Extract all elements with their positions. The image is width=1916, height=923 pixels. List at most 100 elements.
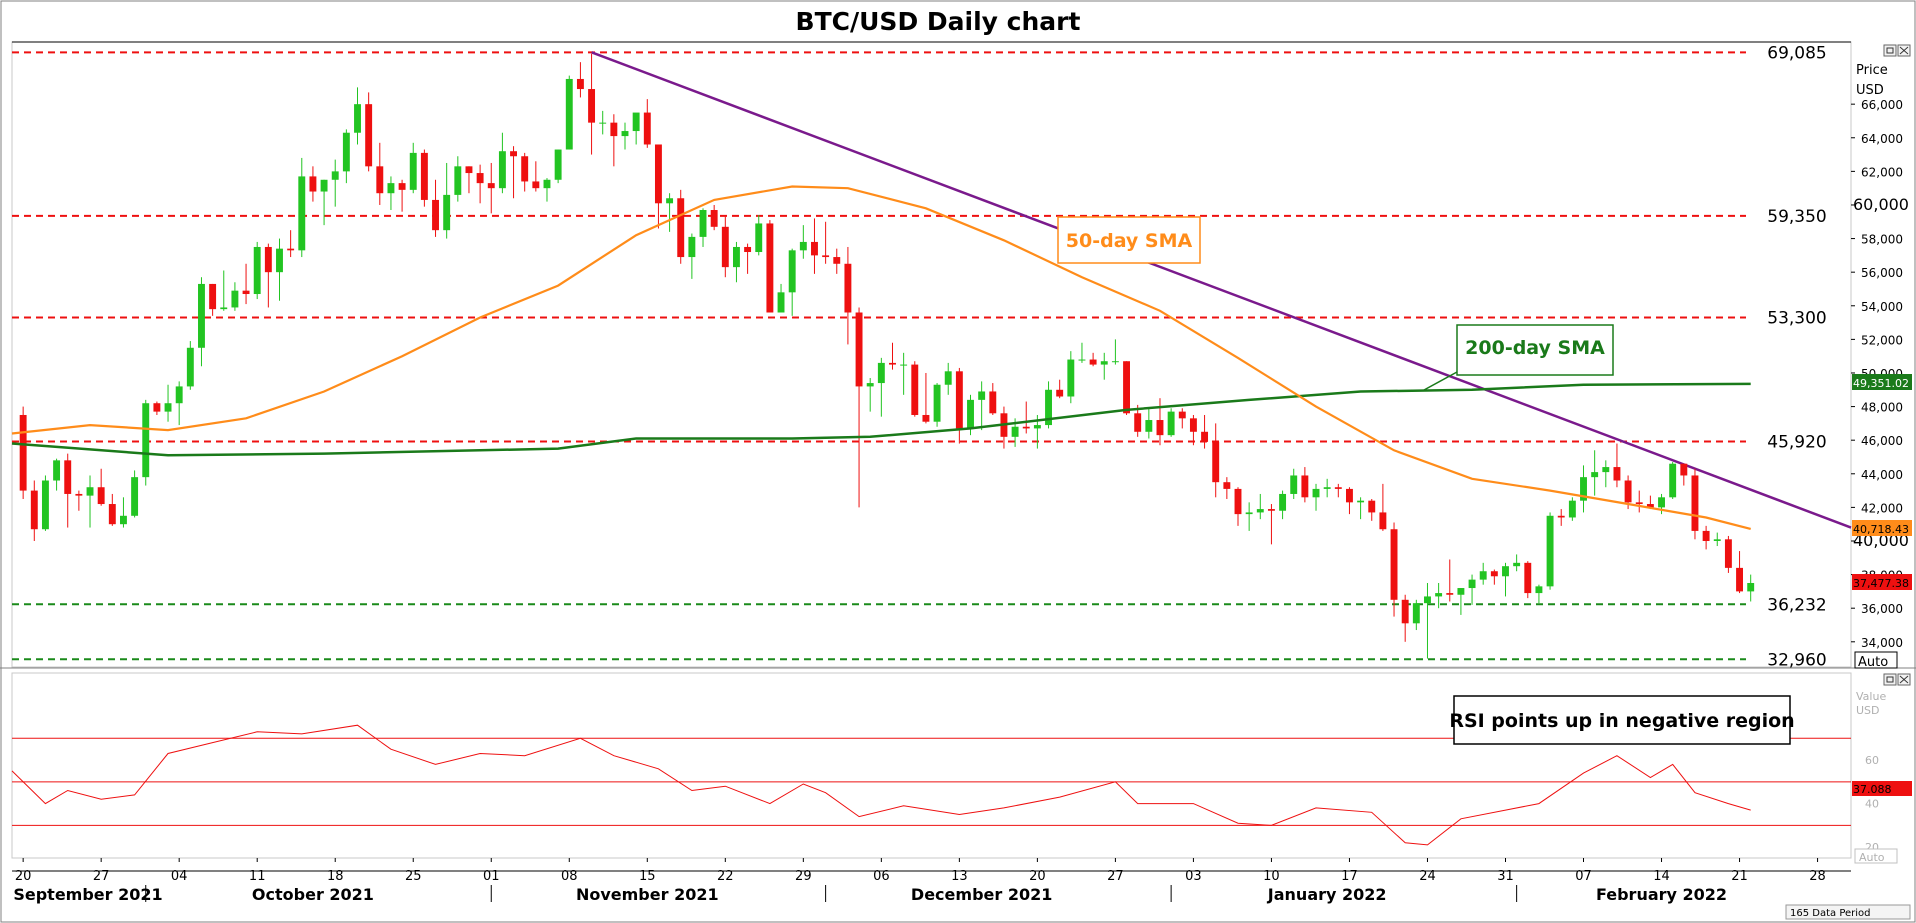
- candle-2021-11-06: [543, 178, 551, 202]
- price-tick-48000: 48,000: [1861, 401, 1903, 415]
- candle-2021-09-30: [131, 470, 139, 518]
- date-tick-2022-02-21: 21: [1731, 869, 1748, 884]
- month-label-5: February 2022: [1596, 885, 1727, 904]
- rsi-panel-close-icon[interactable]: [1897, 673, 1911, 686]
- candle-2021-12-12: [944, 362, 952, 395]
- rsi-auto-button[interactable]: Auto: [1854, 848, 1898, 864]
- candle-2022-01-04: [1201, 414, 1209, 449]
- candle-2021-12-15: [978, 381, 986, 431]
- date-tick-2021-10-11: 11: [249, 869, 266, 884]
- level-label-32,960: 32,960: [1767, 650, 1826, 670]
- candle-2021-10-06: [198, 277, 205, 367]
- month-label-4: January 2022: [1267, 885, 1387, 904]
- candle-2021-10-27: [432, 179, 439, 237]
- last-price-badge-text: 37,477.38: [1853, 577, 1909, 590]
- candle-2021-12-07: [889, 342, 896, 370]
- price-tick-46000: 46,000: [1861, 434, 1903, 448]
- candle-2022-02-03: [1535, 584, 1543, 604]
- candle-2022-01-01: [1167, 408, 1175, 437]
- date-tick-2021-12-13: 13: [951, 869, 968, 884]
- candle-2021-11-25: [755, 215, 763, 256]
- price-axis: 34,00036,00038,00040,00042,00044,00046,0…: [1851, 98, 1909, 650]
- rsi-panel-restore-icon[interactable]: [1883, 673, 1897, 686]
- price-axis-label-line2: USD: [1856, 83, 1884, 98]
- candle-2022-01-12: [1290, 468, 1298, 499]
- candle-2021-10-17: [320, 179, 328, 226]
- candle-2021-10-23: [387, 176, 395, 211]
- candle-2021-10-26: [420, 149, 428, 207]
- candle-2022-02-20: [1724, 535, 1732, 573]
- candle-2021-11-12: [610, 114, 618, 167]
- candle-2021-10-14: [287, 230, 295, 258]
- candle-2022-02-08: [1591, 450, 1599, 496]
- sma50-value-badge: 40,718.43: [1852, 520, 1912, 536]
- candle-2022-02-17: [1691, 468, 1699, 540]
- candle-2021-10-21: [365, 92, 373, 172]
- price-tick-64000: 64,000: [1861, 132, 1903, 146]
- candle-2021-10-22: [376, 142, 384, 205]
- candle-2022-01-17: [1345, 487, 1353, 515]
- candle-2021-10-30: [465, 166, 473, 194]
- rsi-value-badge: 37.088: [1852, 781, 1912, 796]
- candle-2021-10-12: [264, 243, 272, 308]
- candle-2021-09-27: [97, 468, 105, 506]
- candle-2022-01-13: [1301, 467, 1309, 503]
- date-tick-2022-02-28: 28: [1809, 869, 1826, 884]
- candle-2021-11-17: [666, 193, 674, 232]
- candle-2022-02-21: [1736, 551, 1744, 594]
- date-tick-2022-01-10: 10: [1263, 869, 1280, 884]
- candle-2022-01-26: [1446, 559, 1454, 602]
- candle-2021-10-18: [331, 159, 339, 207]
- level-label-36,232: 36,232: [1767, 595, 1826, 615]
- candle-2021-11-19: [688, 233, 696, 279]
- candle-2021-10-02: [153, 401, 161, 415]
- candle-2021-12-01: [822, 221, 830, 264]
- date-tick-2021-11-01: 01: [483, 869, 500, 884]
- candle-2021-10-09: [231, 282, 239, 311]
- rsi-tick-40: 40: [1865, 798, 1879, 811]
- candle-2021-12-19: [1022, 401, 1030, 434]
- price-tick-42000: 42,000: [1861, 501, 1903, 515]
- price-tick-66000: 66,000: [1861, 98, 1903, 112]
- candle-2021-10-04: [175, 381, 183, 426]
- candle-2022-01-24: [1424, 582, 1431, 659]
- candle-2021-10-19: [342, 129, 350, 184]
- last-price-badge: 37,477.38: [1852, 574, 1912, 590]
- rsi-badge-text: 37.088: [1853, 783, 1892, 796]
- chart-title: BTC/USD Daily chart: [796, 7, 1081, 36]
- price-auto-button[interactable]: Auto: [1854, 651, 1898, 670]
- candle-2021-12-30: [1145, 408, 1153, 439]
- candle-2022-02-09: [1602, 460, 1610, 488]
- candle-2021-10-05: [186, 341, 194, 390]
- candle-2022-02-06: [1568, 497, 1576, 521]
- candle-2021-11-16: [654, 144, 662, 229]
- candle-2022-02-01: [1513, 554, 1521, 572]
- candle-2021-11-24: [744, 243, 752, 274]
- candle-2021-12-10: [922, 372, 930, 424]
- downtrend-line: [591, 51, 1852, 529]
- date-tick-2021-12-06: 06: [873, 869, 890, 884]
- candle-2022-01-16: [1334, 483, 1342, 498]
- candle-2022-01-21: [1390, 522, 1398, 617]
- candle-2022-02-16: [1680, 463, 1688, 486]
- date-tick-2021-10-25: 25: [405, 869, 422, 884]
- price-panel-close-icon[interactable]: [1897, 44, 1911, 57]
- candle-2022-01-11: [1279, 490, 1287, 520]
- rsi-panel-frame: [11, 672, 1852, 859]
- price-panel-restore-icon[interactable]: [1883, 44, 1897, 57]
- candle-2022-02-19: [1713, 532, 1721, 547]
- sma200-badge-text: 49,351.02: [1853, 377, 1909, 390]
- candle-2022-01-08: [1245, 502, 1253, 531]
- candle-2021-12-08: [900, 352, 908, 395]
- candle-2021-10-20: [354, 87, 361, 145]
- candle-2021-11-15: [643, 99, 651, 148]
- candles: [19, 53, 1755, 659]
- date-tick-2021-11-29: 29: [795, 869, 812, 884]
- candle-2021-11-23: [732, 241, 740, 283]
- candle-2021-11-07: [554, 149, 562, 184]
- candle-2021-09-23: [53, 458, 61, 491]
- candle-2021-09-28: [108, 493, 116, 526]
- price-axis-label-line1: Price: [1856, 63, 1888, 78]
- rsi-annotation: RSI points up in negative region: [1449, 695, 1795, 745]
- candle-2021-10-08: [220, 270, 228, 311]
